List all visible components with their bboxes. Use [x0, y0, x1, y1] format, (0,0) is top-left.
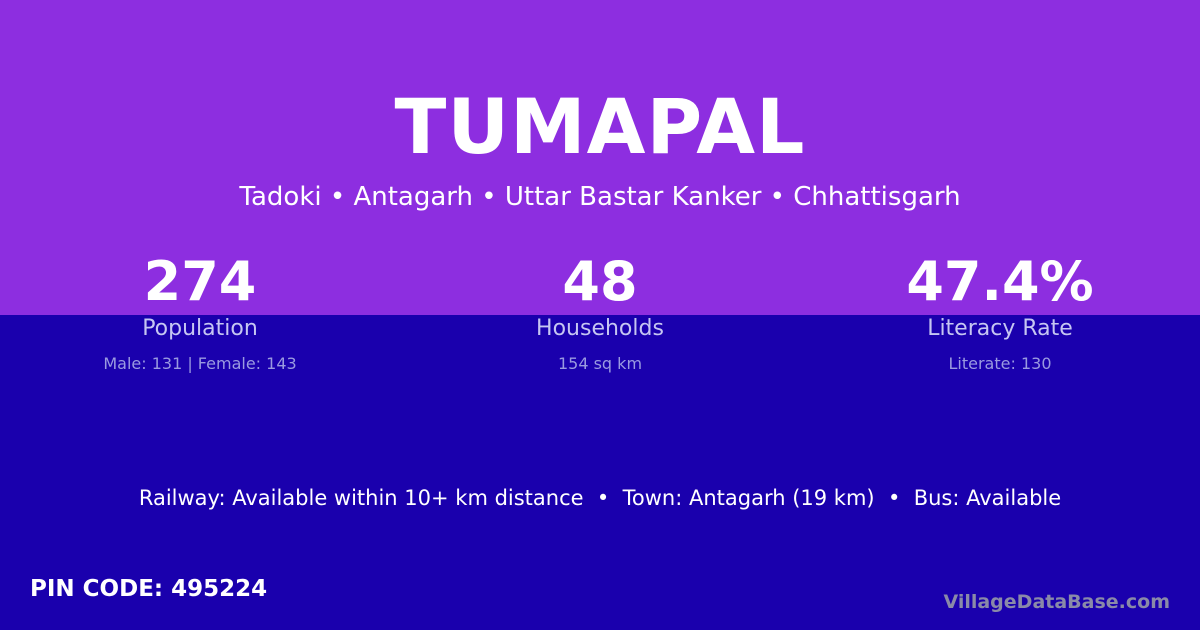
- stat-label: Population: [142, 316, 258, 341]
- stat-detail: 154 sq km: [557, 354, 643, 373]
- stat-value: 274: [143, 250, 257, 313]
- pin-code: PIN CODE: 495224: [30, 576, 268, 602]
- village-name: TUMAPAL: [394, 82, 806, 171]
- stat-value: 48: [562, 250, 638, 313]
- header-band: [0, 0, 1200, 315]
- brand-logo: VillageDataBase.com: [943, 591, 1170, 613]
- stat-detail: Literate: 130: [948, 354, 1052, 373]
- stat-value: 47.4%: [906, 250, 1094, 313]
- stat-label: Households: [536, 316, 664, 341]
- connectivity-info: Railway: Available within 10+ km distanc…: [138, 486, 1062, 510]
- stat-detail: Male: 131 | Female: 143: [103, 354, 297, 373]
- stat-label: Literacy Rate: [927, 316, 1073, 341]
- location-breadcrumb: Tadoki • Antagarh • Uttar Bastar Kanker …: [239, 182, 961, 212]
